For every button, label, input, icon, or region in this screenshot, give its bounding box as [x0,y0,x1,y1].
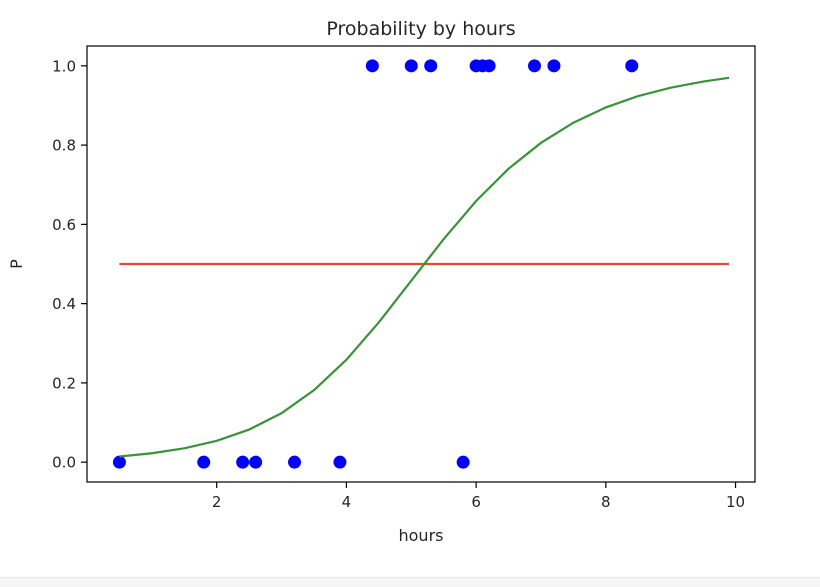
bottom-scroll-strip [0,577,820,587]
y-tick-label: 1.0 [52,57,76,75]
data-point [197,455,211,469]
data-point [625,59,639,73]
x-tick-label: 6 [471,493,481,511]
x-axis-label: hours [399,526,444,545]
x-tick-label: 10 [726,493,745,511]
data-point [404,59,418,73]
data-point [249,455,263,469]
y-tick-label: 0.6 [52,216,76,234]
data-point [333,455,347,469]
y-tick-label: 0.4 [52,295,76,313]
data-point [365,59,379,73]
plot-frame [86,45,756,483]
data-point [236,455,250,469]
plot-area: 2 4 6 8 10 0.0 0.2 0.4 0.6 0.8 1.0 [52,45,756,511]
data-point [456,455,470,469]
x-tick-label: 4 [342,493,352,511]
y-axis-label: P [7,259,26,269]
data-point [288,455,302,469]
x-tick-label: 2 [212,493,222,511]
data-point [482,59,496,73]
y-tick-label: 0.0 [52,454,76,472]
x-tick-label: 8 [601,493,611,511]
data-point [547,59,561,73]
data-point [424,59,438,73]
y-tick-label: 0.2 [52,374,76,392]
data-point [528,59,541,73]
data-point [112,455,126,469]
series-line-2 [119,76,730,458]
y-tick-label: 0.8 [52,137,76,155]
chart-title: Probability by hours [326,18,515,40]
